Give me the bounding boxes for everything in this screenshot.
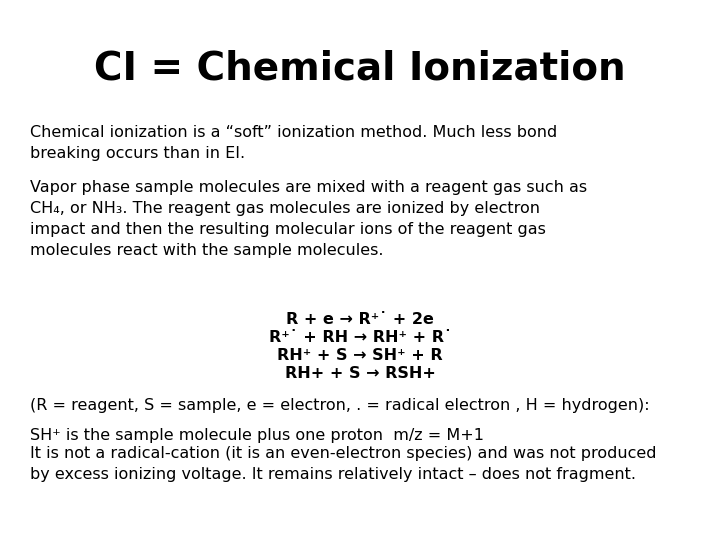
Text: R⁺˙ + RH → RH⁺ + R˙: R⁺˙ + RH → RH⁺ + R˙ bbox=[269, 330, 451, 345]
Text: (R = reagent, S = sample, e = electron, . = radical electron , H = hydrogen):: (R = reagent, S = sample, e = electron, … bbox=[30, 398, 649, 413]
Text: RH+ + S → RSH+: RH+ + S → RSH+ bbox=[284, 366, 436, 381]
Text: It is not a radical-cation (it is an even-electron species) and was not produced: It is not a radical-cation (it is an eve… bbox=[30, 446, 657, 482]
Text: RH⁺ + S → SH⁺ + R: RH⁺ + S → SH⁺ + R bbox=[277, 348, 443, 363]
Text: Vapor phase sample molecules are mixed with a reagent gas such as
CH₄, or NH₃. T: Vapor phase sample molecules are mixed w… bbox=[30, 180, 587, 258]
Text: R + e → R⁺˙ + 2e: R + e → R⁺˙ + 2e bbox=[286, 312, 434, 327]
Text: Chemical ionization is a “soft” ionization method. Much less bond
breaking occur: Chemical ionization is a “soft” ionizati… bbox=[30, 125, 557, 161]
Text: CI = Chemical Ionization: CI = Chemical Ionization bbox=[94, 50, 626, 88]
Text: SH⁺ is the sample molecule plus one proton  m/z = M+1: SH⁺ is the sample molecule plus one prot… bbox=[30, 428, 484, 443]
